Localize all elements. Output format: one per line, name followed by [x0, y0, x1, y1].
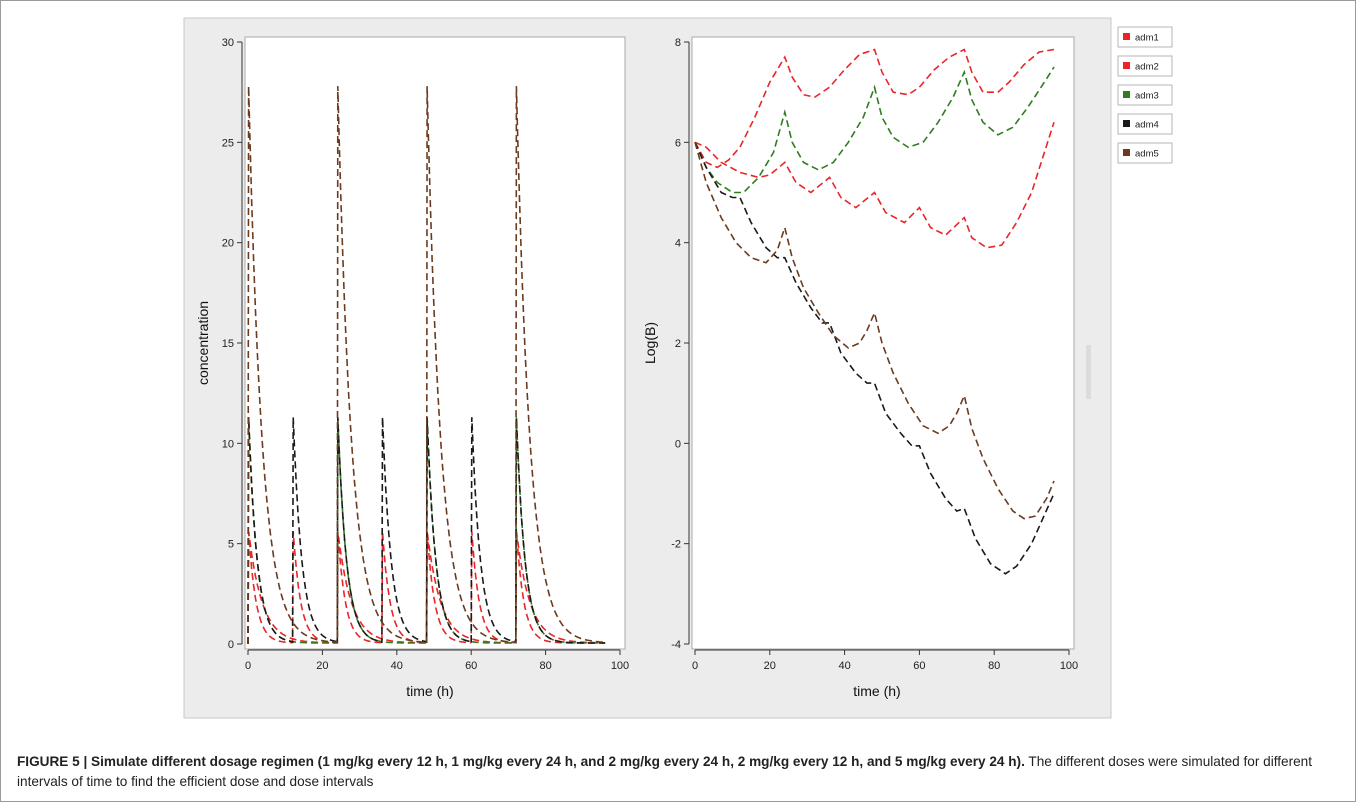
- figure-caption: FIGURE 5 | Simulate different dosage reg…: [17, 752, 1337, 792]
- legend-item-adm5: adm5: [1117, 142, 1173, 164]
- right-y-axis-label: Log(B): [642, 322, 658, 364]
- legend-label: adm5: [1135, 149, 1159, 160]
- left-y-tick-label: 15: [222, 338, 234, 350]
- right-y-tick-label: -2: [671, 539, 681, 551]
- legend-swatch: [1123, 33, 1130, 40]
- right-plot-lines: [694, 48, 1055, 575]
- right-series-line-adm2: [694, 48, 1055, 169]
- left-x-tick-label: 80: [539, 660, 551, 672]
- legend-item-adm4: adm4: [1117, 113, 1173, 135]
- legend: adm1 adm2 adm3 adm4 adm5: [1117, 26, 1173, 164]
- left-y-tick-label: 10: [222, 438, 234, 450]
- right-x-tick-label: 0: [692, 660, 698, 672]
- left-x-tick-label: 40: [391, 660, 403, 672]
- left-x-tick-label: 0: [245, 660, 251, 672]
- left-x-axis-label: time (h): [406, 683, 453, 699]
- legend-item-adm3: adm3: [1117, 84, 1173, 106]
- legend-box: [1117, 55, 1173, 77]
- legend-label: adm1: [1135, 33, 1159, 44]
- legend-swatch: [1123, 91, 1130, 98]
- left-x-tick-label: 20: [316, 660, 328, 672]
- right-plot-area: [691, 36, 1075, 650]
- left-y-tick-label: 25: [222, 137, 234, 149]
- left-y-tick-label: 5: [228, 539, 234, 551]
- right-y-tick-label: 8: [675, 37, 681, 49]
- right-x-tick-label: 40: [838, 660, 850, 672]
- left-y-tick-label: 30: [222, 37, 234, 49]
- right-x-tick-label: 100: [1060, 660, 1078, 672]
- legend-item-adm2: adm2: [1117, 55, 1173, 77]
- legend-box: [1117, 84, 1173, 106]
- caption-lead: FIGURE 5 | Simulate different dosage reg…: [17, 754, 1025, 769]
- right-series-line-adm5: [694, 142, 1055, 520]
- left-y-axis-label: concentration: [195, 301, 211, 385]
- legend-item-adm1: adm1: [1117, 26, 1173, 48]
- left-x-tick-label: 60: [465, 660, 477, 672]
- legend-box: [1117, 142, 1173, 164]
- right-series-line-adm1: [694, 122, 1055, 249]
- legend-box: [1117, 113, 1173, 135]
- right-y-tick-label: 4: [675, 238, 681, 250]
- right-y-tick-label: 2: [675, 338, 681, 350]
- left-plot-lines: [247, 86, 606, 644]
- splitter-grip[interactable]: [1086, 345, 1091, 399]
- right-x-tick-label: 60: [913, 660, 925, 672]
- right-axes: 0 20 40 60 80 100 -4 -2 0 2 4 6 8: [671, 37, 1078, 672]
- left-series-line-adm3: [247, 417, 606, 644]
- caption-body: The different doses were simulated for d…: [17, 754, 1313, 789]
- left-y-tick-label: 0: [228, 639, 234, 651]
- right-y-tick-label: -4: [671, 639, 681, 651]
- legend-label: adm4: [1135, 120, 1159, 131]
- left-series-line-adm2: [247, 531, 606, 644]
- left-x-tick-label: 100: [611, 660, 629, 672]
- legend-label: adm3: [1135, 91, 1159, 102]
- right-series-line-adm3: [694, 66, 1055, 194]
- legend-label: adm2: [1135, 62, 1159, 73]
- left-series-line-adm5: [247, 86, 606, 644]
- legend-swatch: [1123, 62, 1130, 69]
- right-x-axis-label: time (h): [853, 683, 900, 699]
- right-x-tick-label: 20: [764, 660, 776, 672]
- legend-swatch: [1123, 149, 1130, 156]
- legend-box: [1117, 26, 1173, 48]
- legend-swatch: [1123, 120, 1130, 127]
- right-series-line-adm4: [694, 141, 1055, 575]
- left-axes: 0 20 40 60 80 100 0 5 10 15 20 25 30: [222, 37, 629, 672]
- right-y-tick-label: 0: [675, 438, 681, 450]
- right-y-tick-label: 6: [675, 137, 681, 149]
- right-x-tick-label: 80: [988, 660, 1000, 672]
- left-series-line-adm4: [247, 417, 606, 644]
- left-y-tick-label: 20: [222, 238, 234, 250]
- left-series-line-adm1: [247, 531, 606, 644]
